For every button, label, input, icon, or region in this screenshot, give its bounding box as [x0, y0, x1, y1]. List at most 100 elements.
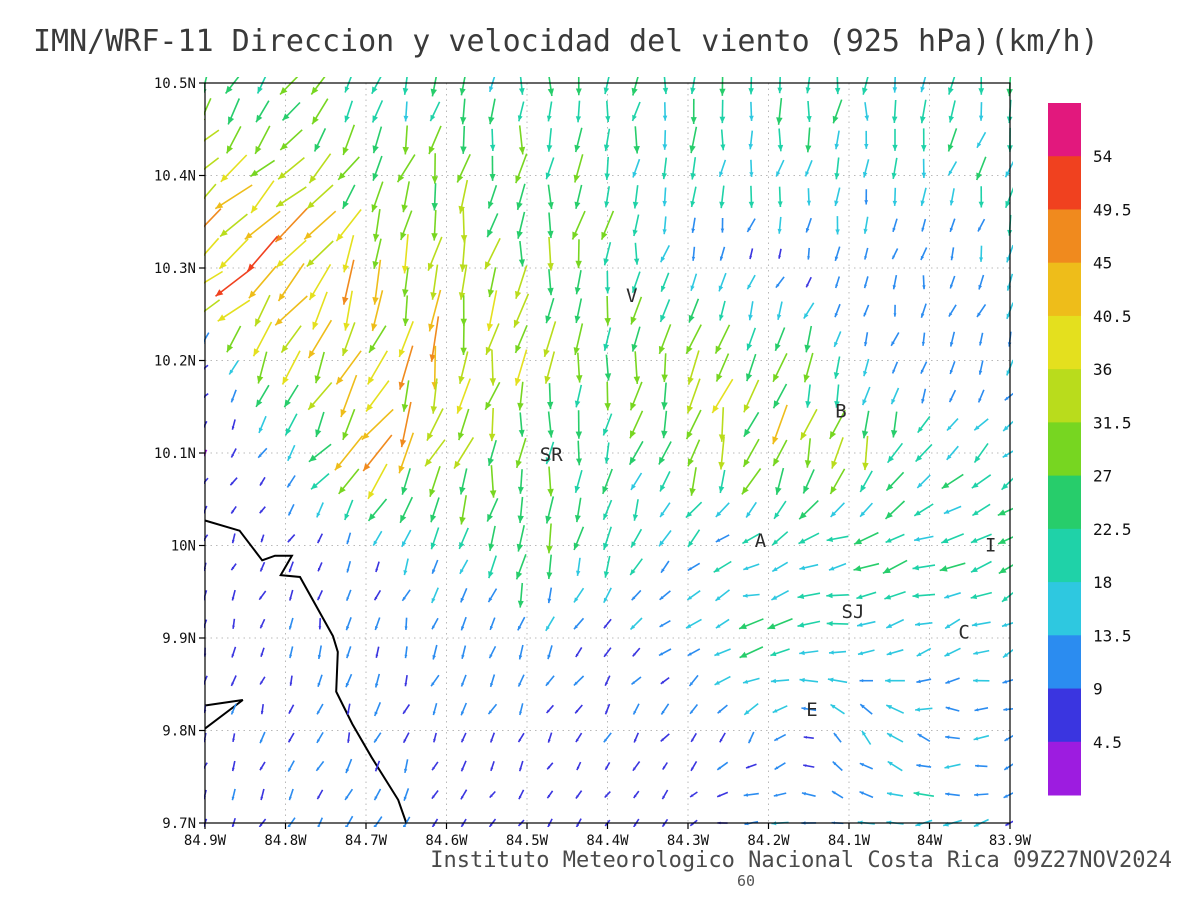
wind-arrow-head — [431, 176, 439, 184]
wind-arrow-head — [231, 824, 235, 827]
wind-arrow-head — [774, 737, 779, 741]
chart-title: IMN/WRF-11 Direccion y velocidad del vie… — [33, 24, 1099, 59]
wind-arrow-head — [574, 144, 581, 153]
wind-arrow-head — [603, 542, 609, 550]
colorbar-label: 40.5 — [1093, 307, 1132, 326]
wind-arrow-head — [232, 539, 235, 544]
wind-arrow-head — [920, 369, 924, 374]
wind-arrow-head — [975, 764, 979, 768]
wind-arrow-head — [403, 796, 407, 801]
colorbar-segment — [1048, 369, 1081, 423]
wind-arrow-head — [799, 650, 805, 656]
wind-arrow-head — [488, 571, 494, 579]
wind-arrow-head — [775, 283, 780, 288]
wind-arrow-head — [343, 322, 350, 331]
wind-arrow-head — [231, 796, 235, 801]
colorbar-segment — [1048, 688, 1081, 743]
wind-arrow-head — [575, 738, 579, 743]
wind-arrow-head — [398, 349, 405, 357]
wind-arrow-shaft — [342, 259, 355, 305]
wind-arrow-head — [687, 458, 694, 467]
wind-arrow-head — [574, 315, 581, 323]
wind-arrow-head — [289, 597, 292, 601]
wind-arrow-head — [374, 739, 378, 743]
wind-arrow-head — [971, 482, 979, 489]
wind-arrow-head — [204, 118, 206, 121]
wind-arrow-head — [425, 458, 432, 467]
wind-arrow-head — [432, 711, 436, 716]
wind-arrow-head — [950, 284, 953, 289]
wind-arrow-shaft — [277, 262, 305, 302]
wind-arrow-head — [629, 456, 637, 465]
wind-arrow-head — [312, 116, 319, 125]
wind-arrow-head — [287, 539, 291, 543]
wind-arrow-shaft — [362, 434, 393, 472]
wind-arrow-head — [973, 822, 979, 827]
wind-arrow-head — [772, 436, 779, 445]
wind-arrow-head — [316, 739, 320, 743]
wind-arrow-head — [714, 680, 720, 685]
wind-arrow-head — [891, 341, 895, 346]
wind-arrow-head — [805, 145, 812, 153]
wind-arrow-head — [485, 401, 492, 410]
wind-arrow-head — [864, 144, 869, 149]
wind-arrow-shaft — [215, 267, 253, 297]
wind-arrow-head — [713, 567, 720, 573]
station-label: B — [835, 400, 846, 422]
wind-arrow-head — [917, 482, 923, 488]
wind-arrow-head — [432, 655, 436, 660]
wind-arrow-head — [260, 796, 264, 801]
wind-arrow-head — [308, 402, 316, 410]
wind-arrow-shaft — [399, 345, 414, 390]
wind-arrow-head — [662, 115, 668, 121]
wind-arrow-head — [970, 537, 978, 543]
wind-arrow-head — [718, 434, 726, 442]
wind-arrow-head — [860, 704, 865, 709]
wind-arrow-head — [977, 312, 981, 317]
wind-arrow-head — [459, 88, 466, 96]
wind-arrow-head — [259, 596, 263, 600]
wind-arrow-head — [917, 733, 922, 738]
station-label: E — [806, 699, 817, 721]
colorbar-segment — [1048, 103, 1081, 157]
wind-arrow-head — [248, 290, 257, 299]
wind-arrow-head — [864, 342, 868, 347]
wind-arrow-head — [998, 538, 1006, 544]
wind-arrow-head — [336, 376, 344, 385]
wind-arrow-head — [228, 116, 235, 125]
wind-arrow-head — [970, 593, 978, 600]
wind-arrow-head — [403, 115, 409, 122]
wind-arrow-head — [686, 405, 694, 414]
wind-arrow-head — [459, 542, 465, 549]
wind-arrow-head — [834, 143, 840, 150]
wind-arrow-head — [885, 537, 892, 543]
wind-arrow-head — [190, 315, 198, 322]
wind-arrow-head — [1001, 483, 1009, 490]
wind-arrow-head — [632, 171, 637, 178]
wind-arrow-head — [519, 767, 522, 772]
wind-arrow-head — [803, 313, 809, 319]
wind-arrow-head — [749, 115, 754, 121]
wind-arrow-head — [488, 543, 495, 551]
wind-arrow-head — [547, 823, 551, 827]
wind-arrow-head — [576, 824, 580, 827]
wind-arrow-head — [718, 461, 725, 470]
wind-arrow-head — [882, 567, 891, 574]
wind-arrow-head — [685, 511, 693, 518]
wind-arrow-head — [401, 404, 409, 412]
wind-arrow-head — [545, 625, 550, 631]
wind-arrow-head — [948, 170, 953, 176]
wind-arrow-head — [915, 622, 921, 627]
wind-arrow-head — [660, 256, 666, 263]
wind-arrow-head — [715, 538, 721, 542]
wind-arrow-head — [921, 313, 925, 318]
wind-arrow-head — [603, 343, 610, 351]
wind-arrow-head — [345, 796, 349, 800]
wind-arrow-head — [801, 706, 806, 711]
wind-arrow-head — [687, 652, 692, 656]
station-label: C — [958, 621, 969, 643]
wind-arrow-head — [886, 483, 894, 491]
wind-arrow-head — [429, 488, 436, 497]
wind-arrow-head — [747, 227, 752, 232]
wind-arrow-head — [488, 710, 492, 715]
